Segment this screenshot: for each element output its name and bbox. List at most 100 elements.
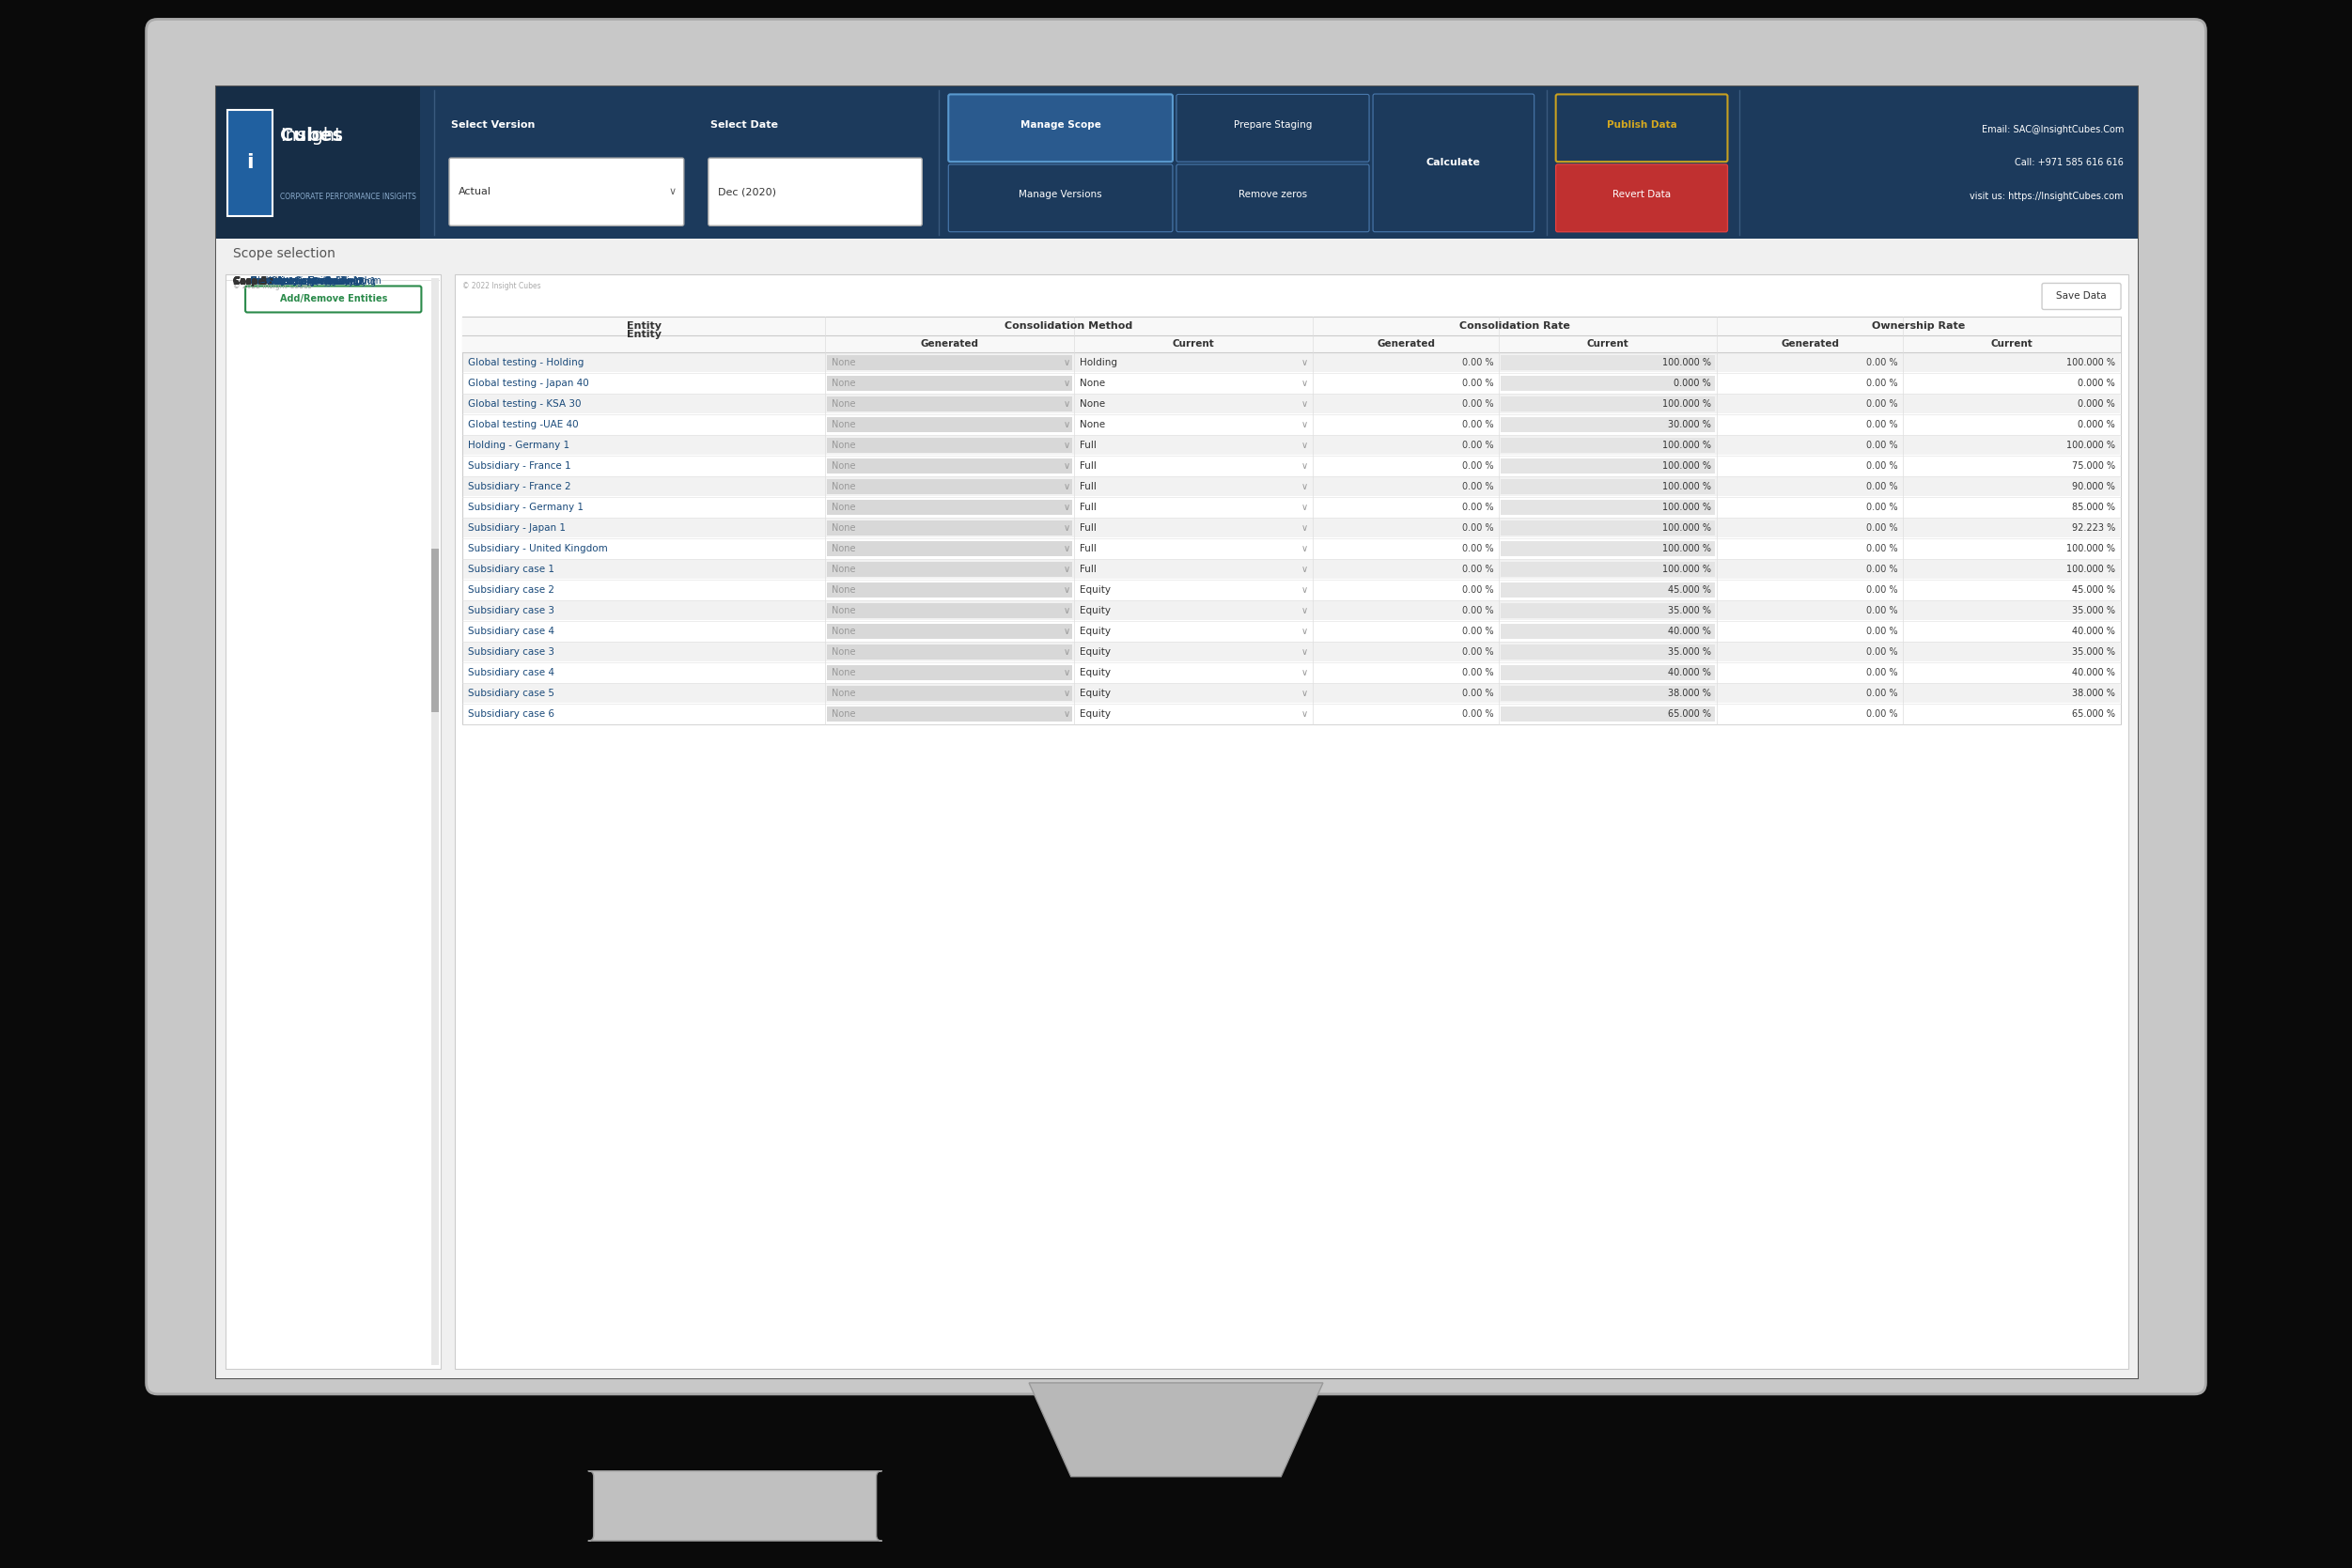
Text: - Subsidiary - Japan 1: - Subsidiary - Japan 1 bbox=[245, 276, 343, 285]
Text: ∨: ∨ bbox=[1063, 420, 1070, 430]
Bar bbox=[828, 583, 1073, 597]
Text: - Holding - Germany 1: - Holding - Germany 1 bbox=[256, 278, 362, 287]
Text: None: None bbox=[833, 668, 856, 677]
Text: ∨: ∨ bbox=[1301, 400, 1308, 409]
Text: - Subsidiary case 1: - Subsidiary case 1 bbox=[245, 276, 332, 285]
Text: None: None bbox=[833, 627, 856, 637]
Text: Remove zeros: Remove zeros bbox=[1240, 190, 1308, 199]
Text: None: None bbox=[833, 586, 856, 596]
Text: ∨: ∨ bbox=[1063, 607, 1070, 616]
Text: None: None bbox=[833, 379, 856, 389]
Text: - Subsidiary - France 2: - Subsidiary - France 2 bbox=[245, 276, 348, 285]
Text: None: None bbox=[833, 483, 856, 492]
Text: Subsidiary case 3: Subsidiary case 3 bbox=[468, 607, 555, 616]
Text: None: None bbox=[833, 710, 856, 720]
Bar bbox=[828, 397, 1073, 412]
Text: 75.000 %: 75.000 % bbox=[2072, 461, 2114, 470]
Text: - Subsidiary case 5: - Subsidiary case 5 bbox=[245, 276, 332, 285]
Text: Subsidiary case 3: Subsidiary case 3 bbox=[468, 648, 555, 657]
Text: Equity: Equity bbox=[1080, 710, 1110, 720]
Text: Full: Full bbox=[1080, 564, 1096, 574]
Text: 0.00 %: 0.00 % bbox=[1463, 627, 1494, 637]
Text: Full: Full bbox=[1080, 441, 1096, 450]
Bar bbox=[828, 563, 1073, 577]
Text: 0.00 %: 0.00 % bbox=[1463, 668, 1494, 677]
Text: i: i bbox=[247, 154, 254, 172]
Text: ∨: ∨ bbox=[1301, 359, 1308, 368]
Text: ∨: ∨ bbox=[1301, 483, 1308, 492]
Text: Manage Versions: Manage Versions bbox=[1018, 190, 1103, 199]
Text: Calculate: Calculate bbox=[1425, 158, 1482, 168]
Text: 85.000 %: 85.000 % bbox=[2072, 503, 2114, 513]
Bar bbox=[433, 279, 440, 1366]
Text: Scope 1: Scope 1 bbox=[233, 278, 273, 287]
Bar bbox=[463, 394, 2119, 414]
Text: ∨: ∨ bbox=[1063, 461, 1070, 470]
Text: None: None bbox=[1080, 379, 1105, 389]
Text: 100.000 %: 100.000 % bbox=[1663, 503, 1710, 513]
Text: 35.000 %: 35.000 % bbox=[2072, 607, 2114, 616]
Text: ∨: ∨ bbox=[1063, 524, 1070, 533]
Text: ∨: ∨ bbox=[1063, 483, 1070, 492]
Text: Scope 2: Scope 2 bbox=[233, 278, 273, 287]
Bar bbox=[1501, 437, 1715, 453]
Bar bbox=[828, 644, 1073, 660]
Bar bbox=[463, 560, 2119, 579]
Text: 0.00 %: 0.00 % bbox=[1463, 544, 1494, 554]
Text: Case 2: Case 2 bbox=[233, 278, 268, 287]
Text: 100.000 %: 100.000 % bbox=[1663, 544, 1710, 554]
Text: 0.00 %: 0.00 % bbox=[1865, 710, 1898, 720]
Text: ∨: ∨ bbox=[1063, 668, 1070, 677]
Text: 92.223 %: 92.223 % bbox=[2072, 524, 2114, 533]
Text: Equity: Equity bbox=[1080, 648, 1110, 657]
Text: 0.00 %: 0.00 % bbox=[1865, 503, 1898, 513]
Text: 100.000 %: 100.000 % bbox=[1663, 359, 1710, 368]
Bar bbox=[216, 238, 2138, 1378]
Text: 100.000 %: 100.000 % bbox=[1663, 564, 1710, 574]
Text: 0.00 %: 0.00 % bbox=[1865, 359, 1898, 368]
Text: Global testing -UAE 40: Global testing -UAE 40 bbox=[468, 420, 579, 430]
Bar bbox=[828, 480, 1073, 494]
Text: - Subsidiary case 2: - Subsidiary case 2 bbox=[245, 276, 332, 285]
Polygon shape bbox=[1030, 1383, 1322, 1477]
Bar bbox=[828, 500, 1073, 516]
Text: Full: Full bbox=[1080, 544, 1096, 554]
Bar bbox=[1501, 563, 1715, 577]
Text: Manage Scope: Manage Scope bbox=[1021, 121, 1101, 130]
Text: 0.00 %: 0.00 % bbox=[1865, 586, 1898, 596]
Text: ∨: ∨ bbox=[1063, 441, 1070, 450]
Bar bbox=[226, 274, 442, 1369]
Text: - Subsidiary case 4: - Subsidiary case 4 bbox=[245, 276, 332, 285]
Text: ∨: ∨ bbox=[1063, 688, 1070, 698]
Bar bbox=[216, 86, 421, 238]
Text: Generated: Generated bbox=[1780, 340, 1839, 350]
Text: ∨: ∨ bbox=[1301, 688, 1308, 698]
Bar bbox=[1501, 397, 1715, 412]
Text: CORPORATE PERFORMANCE INSIGHTS: CORPORATE PERFORMANCE INSIGHTS bbox=[280, 193, 416, 201]
Bar bbox=[463, 436, 2119, 455]
Text: Prepare Staging: Prepare Staging bbox=[1232, 121, 1312, 130]
Bar bbox=[1501, 707, 1715, 721]
Bar bbox=[828, 707, 1073, 721]
Text: Case 4: Case 4 bbox=[245, 278, 282, 287]
Text: Equity: Equity bbox=[1080, 586, 1110, 596]
Text: 0.00 %: 0.00 % bbox=[1865, 420, 1898, 430]
Text: 40.000 %: 40.000 % bbox=[1668, 668, 1710, 677]
Text: Subsidiary case 1: Subsidiary case 1 bbox=[468, 564, 555, 574]
Text: 90.000 %: 90.000 % bbox=[2072, 483, 2114, 492]
Text: None: None bbox=[1080, 400, 1105, 409]
Text: None: None bbox=[833, 461, 856, 470]
Text: None: None bbox=[833, 564, 856, 574]
Text: 0.00 %: 0.00 % bbox=[1463, 564, 1494, 574]
Text: ∨: ∨ bbox=[1063, 379, 1070, 389]
Text: None: None bbox=[833, 441, 856, 450]
Text: 65.000 %: 65.000 % bbox=[2072, 710, 2114, 720]
Bar bbox=[463, 643, 2119, 662]
Text: Save Data: Save Data bbox=[2056, 292, 2107, 301]
Text: 0.00 %: 0.00 % bbox=[1865, 400, 1898, 409]
Text: Current: Current bbox=[1588, 340, 1630, 350]
Text: - Holding - Germany 1: - Holding - Germany 1 bbox=[256, 276, 362, 285]
FancyBboxPatch shape bbox=[449, 158, 684, 226]
Text: © 2022 Insight Cubes: © 2022 Insight Cubes bbox=[463, 282, 541, 290]
Text: Holding: Holding bbox=[1080, 359, 1117, 368]
